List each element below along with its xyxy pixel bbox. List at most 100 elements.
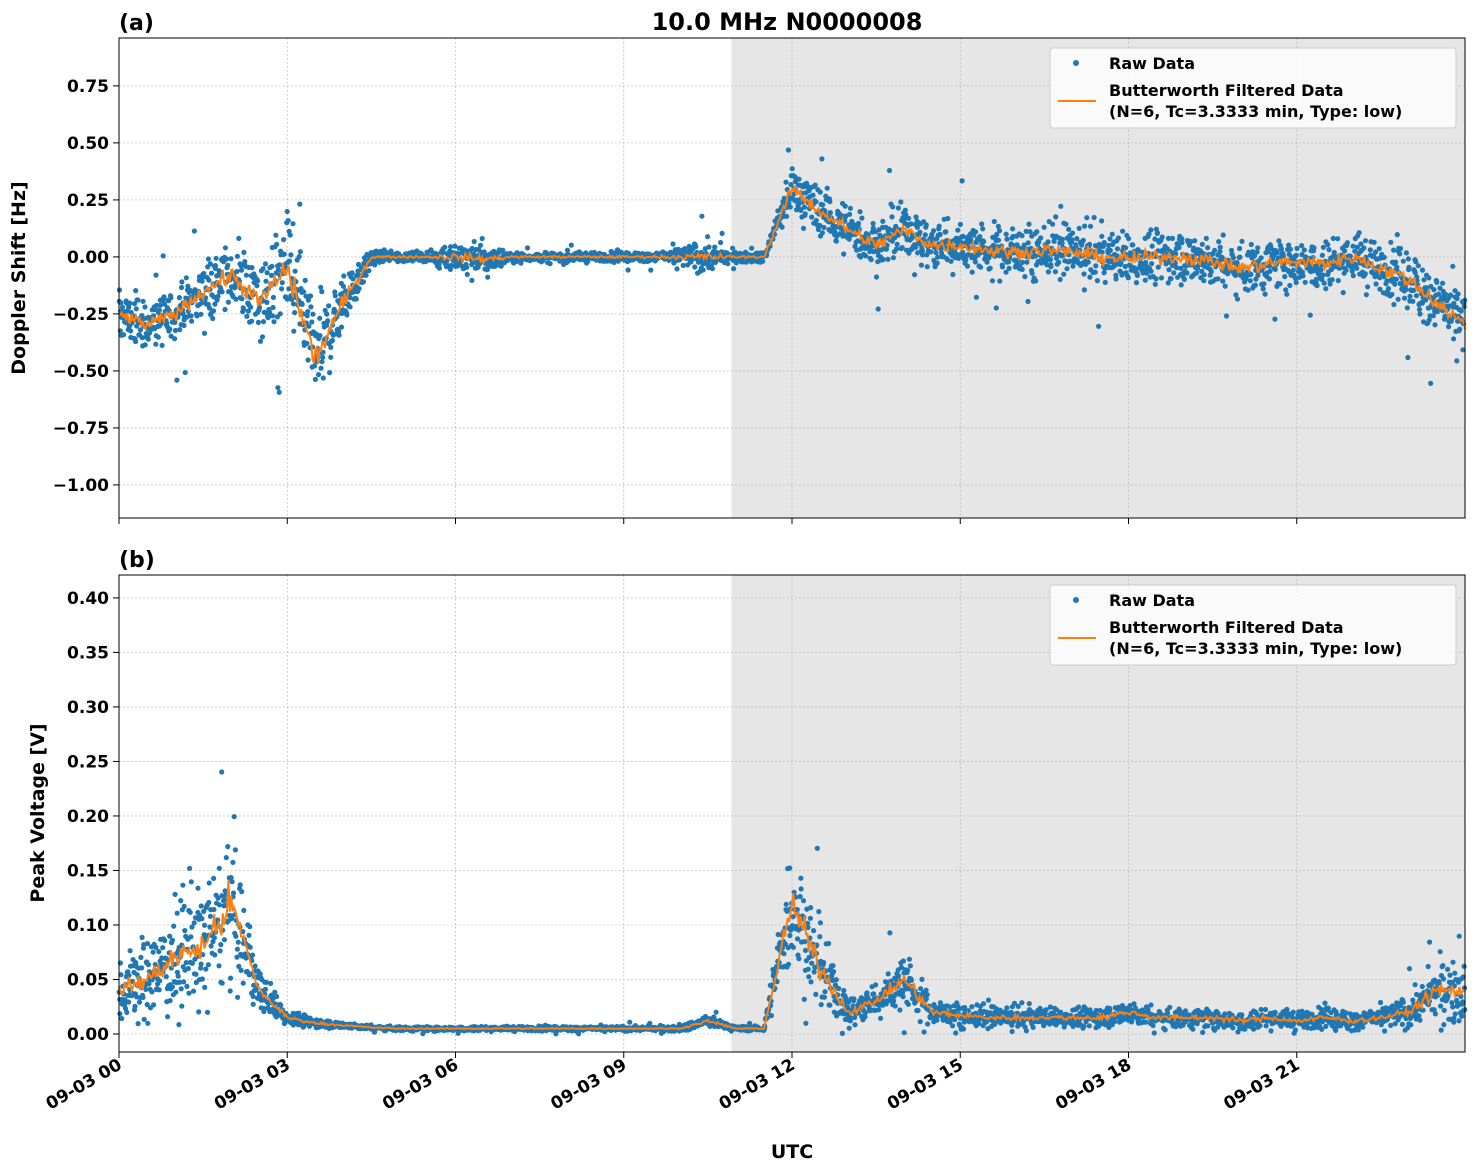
raw-data-point <box>363 272 369 278</box>
raw-data-point <box>485 274 491 280</box>
raw-data-point <box>163 974 169 980</box>
raw-data-point <box>1365 284 1371 290</box>
raw-data-point <box>1058 203 1064 209</box>
raw-data-point <box>436 265 442 271</box>
raw-data-point <box>1403 287 1409 293</box>
raw-data-point <box>1216 239 1222 245</box>
raw-data-point <box>832 229 838 235</box>
raw-data-point <box>817 920 824 926</box>
raw-data-point <box>1448 292 1454 298</box>
raw-data-point <box>1395 296 1401 302</box>
raw-data-point <box>969 269 975 275</box>
raw-data-point <box>1321 280 1327 286</box>
raw-data-point <box>1440 280 1446 286</box>
raw-data-point <box>917 1019 923 1025</box>
raw-data-point <box>275 267 281 273</box>
raw-data-point <box>1153 276 1159 282</box>
raw-data-point <box>1262 291 1268 297</box>
raw-data-point <box>801 996 807 1002</box>
raw-data-point <box>1123 245 1129 251</box>
raw-data-point <box>1389 291 1395 297</box>
raw-data-point <box>320 354 326 360</box>
raw-data-point <box>1178 282 1184 288</box>
raw-data-point <box>1066 226 1072 232</box>
raw-data-point <box>178 986 184 992</box>
raw-data-point <box>133 338 139 345</box>
y-tick-label: 0.15 <box>67 861 109 881</box>
raw-data-point <box>1393 276 1399 282</box>
raw-data-point <box>811 969 817 975</box>
raw-data-point <box>142 342 148 348</box>
raw-data-point <box>329 337 335 344</box>
raw-data-point <box>1179 240 1185 246</box>
raw-data-point <box>287 232 293 238</box>
raw-data-point <box>245 308 251 314</box>
y-tick-label: 0.30 <box>67 698 109 718</box>
raw-data-point <box>259 334 266 340</box>
raw-data-point <box>139 965 145 971</box>
raw-data-point <box>215 917 221 923</box>
raw-data-point <box>1061 271 1067 277</box>
raw-data-point <box>779 224 785 230</box>
raw-data-point <box>1261 281 1267 287</box>
raw-data-point <box>126 999 132 1005</box>
raw-data-point <box>1237 245 1243 252</box>
raw-data-point <box>897 1007 903 1013</box>
raw-data-point <box>288 252 294 258</box>
raw-data-point <box>923 222 929 228</box>
raw-data-point <box>273 232 279 238</box>
raw-data-point <box>924 992 930 998</box>
raw-data-point <box>1415 263 1421 269</box>
raw-data-point <box>233 296 239 302</box>
raw-data-point <box>1149 261 1155 267</box>
raw-data-point <box>1340 290 1346 296</box>
raw-data-point <box>1391 301 1397 308</box>
raw-data-point <box>1245 287 1251 293</box>
raw-data-point <box>760 258 766 264</box>
raw-data-point <box>165 1014 171 1020</box>
raw-data-point <box>953 1030 959 1036</box>
raw-data-point <box>157 302 163 308</box>
raw-data-point <box>1410 298 1416 304</box>
raw-data-point <box>1343 267 1349 273</box>
y-tick-label: 0.40 <box>67 589 109 609</box>
raw-data-point <box>1393 259 1399 265</box>
raw-data-point <box>318 365 324 371</box>
raw-data-point <box>1394 232 1400 238</box>
raw-data-point <box>204 1009 211 1015</box>
y-tick-label: −1.00 <box>53 476 109 496</box>
raw-data-point <box>292 310 298 316</box>
raw-data-point <box>1101 240 1107 246</box>
raw-data-point <box>821 994 828 1000</box>
raw-data-point <box>207 913 213 919</box>
raw-data-point <box>208 270 215 276</box>
y-tick-label: 0.25 <box>67 191 109 211</box>
raw-data-point <box>991 218 997 225</box>
raw-data-point <box>1405 354 1411 361</box>
raw-data-point <box>934 1017 940 1023</box>
raw-data-point <box>185 965 191 972</box>
raw-data-point <box>1266 276 1272 282</box>
raw-data-point <box>133 288 139 294</box>
raw-data-point <box>1048 264 1054 270</box>
raw-data-point <box>239 889 245 895</box>
raw-data-point <box>199 916 205 922</box>
y-tick-label: 0.35 <box>67 643 109 663</box>
raw-data-point <box>816 909 822 915</box>
raw-data-point <box>336 332 342 338</box>
raw-data-point <box>807 915 814 921</box>
raw-data-point <box>875 306 881 312</box>
raw-data-point <box>719 230 725 236</box>
raw-data-point <box>1006 265 1012 271</box>
raw-data-point <box>1278 246 1285 252</box>
raw-data-point <box>145 1020 151 1026</box>
raw-data-point <box>142 304 148 310</box>
raw-data-point <box>987 265 993 271</box>
raw-data-point <box>924 264 930 270</box>
raw-data-point <box>229 879 235 885</box>
raw-data-point <box>138 954 144 961</box>
raw-data-point <box>1099 233 1105 239</box>
raw-data-point <box>132 1003 138 1010</box>
raw-data-point <box>1052 269 1058 275</box>
raw-data-point <box>1258 255 1264 261</box>
